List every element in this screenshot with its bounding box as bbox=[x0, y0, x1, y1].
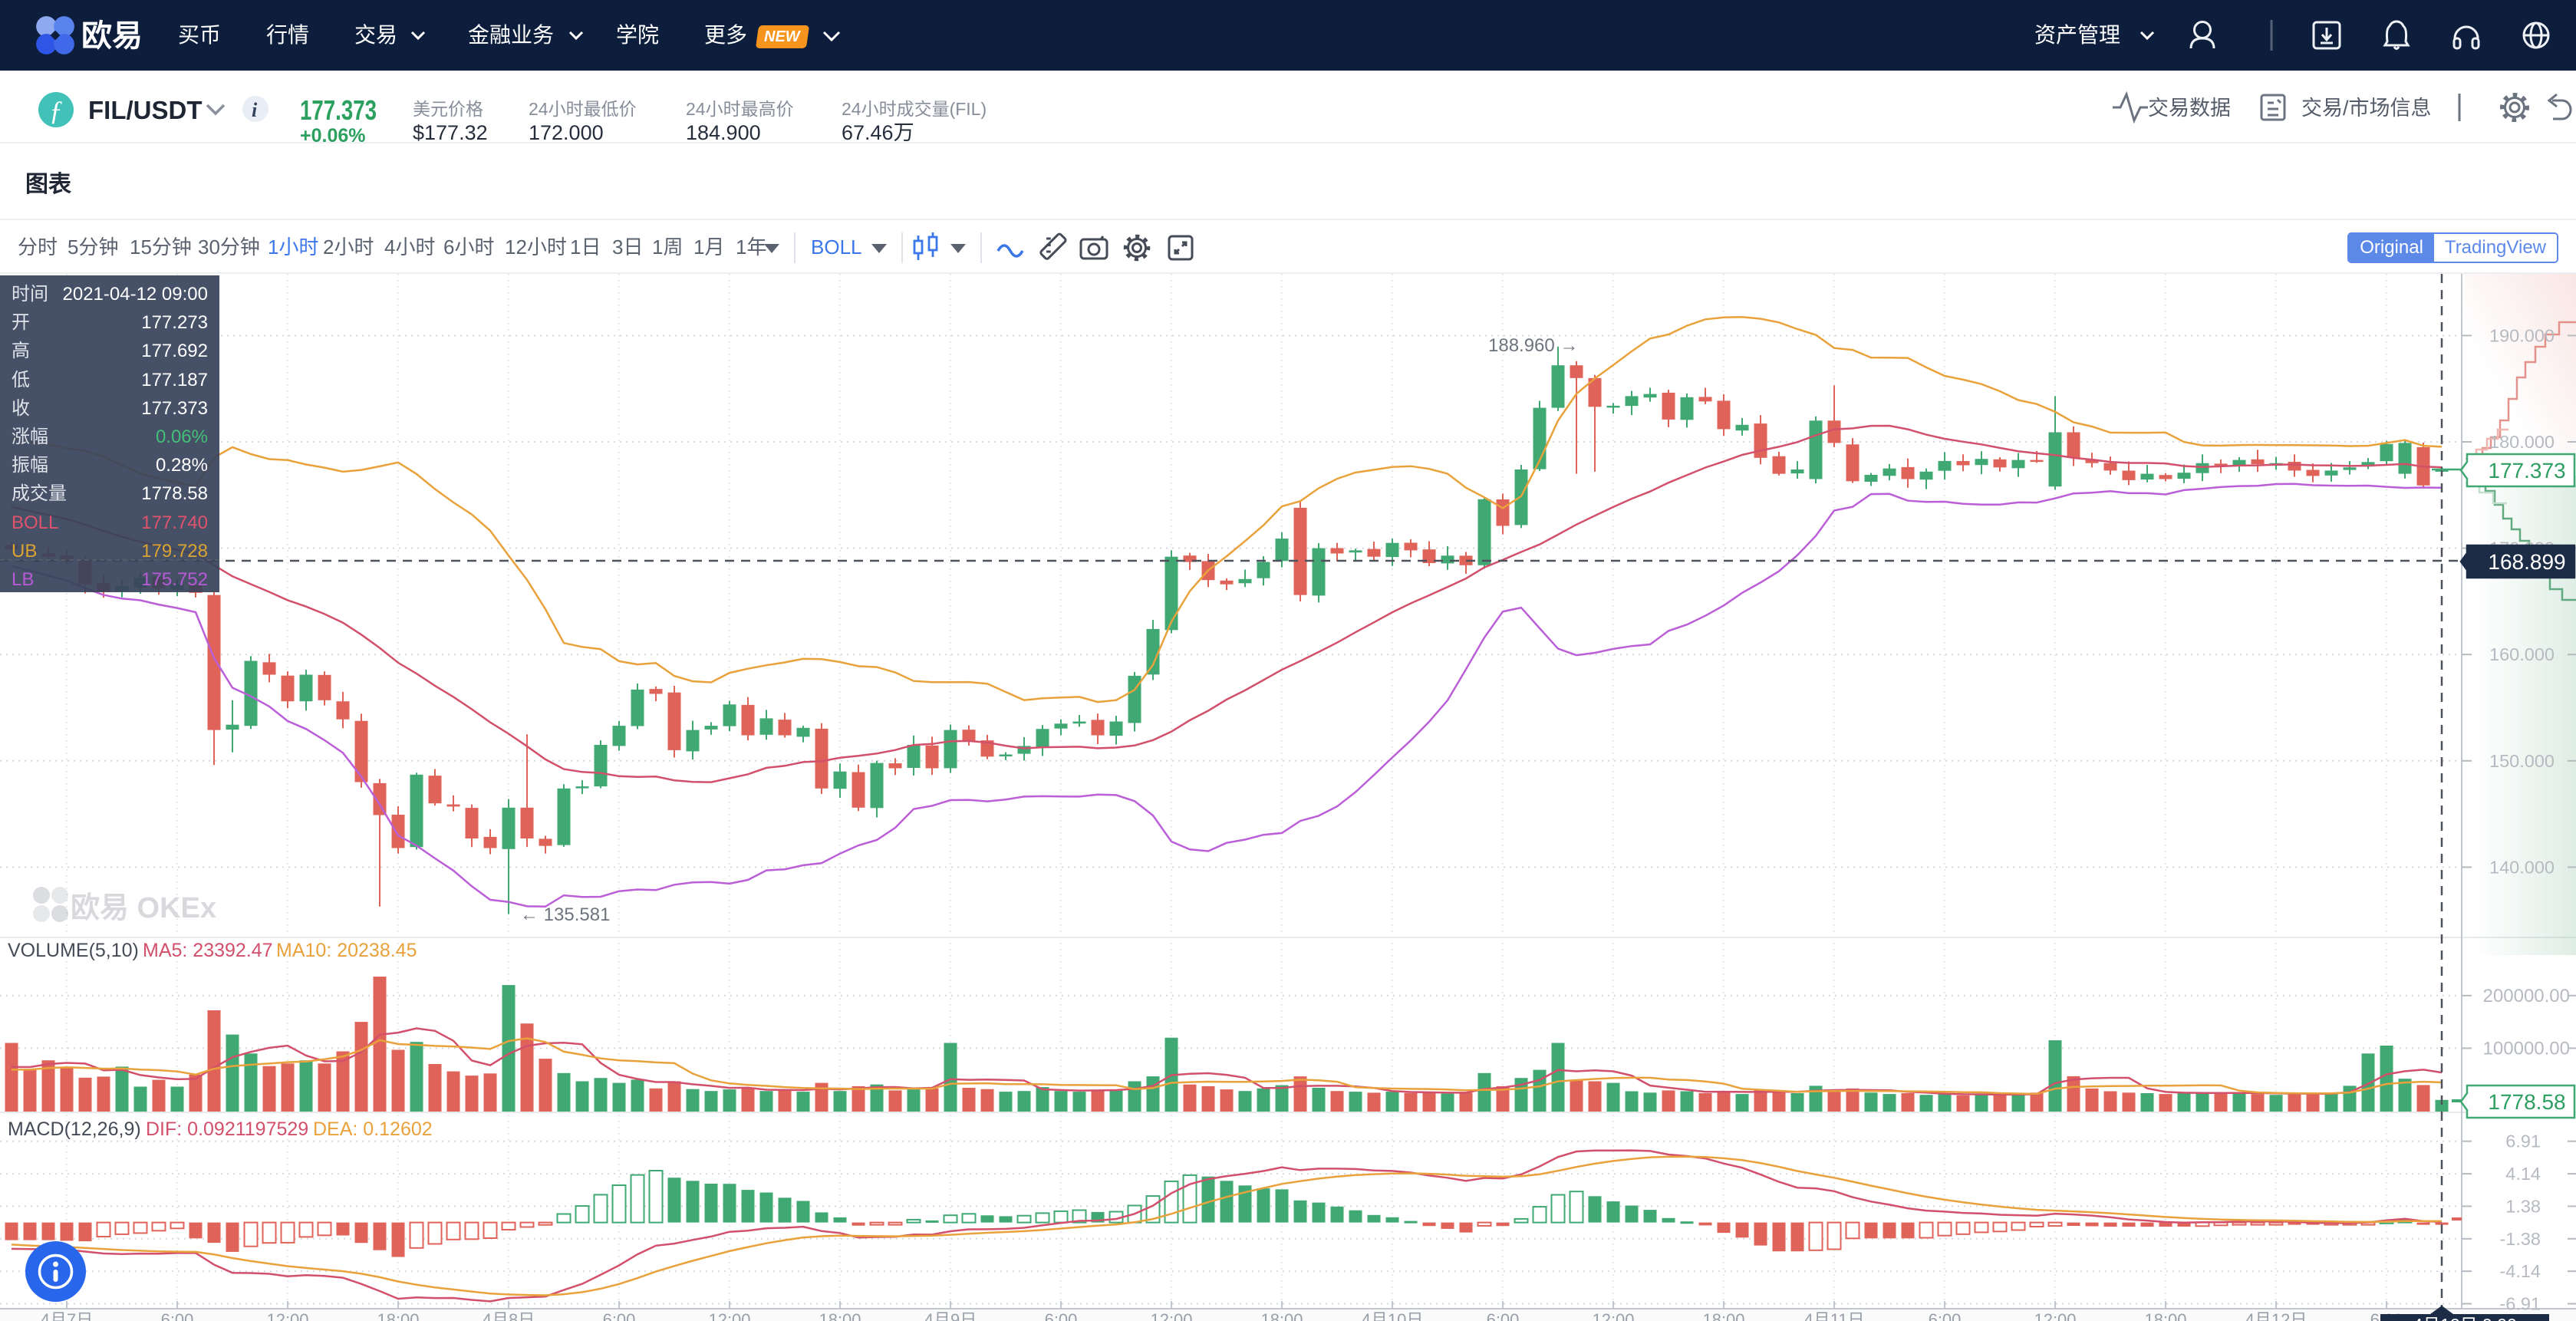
svg-text:177.373: 177.373 bbox=[2488, 459, 2565, 483]
svg-text:24小时最低价: 24小时最低价 bbox=[529, 99, 637, 119]
svg-text:-1.38: -1.38 bbox=[2499, 1229, 2541, 1249]
svg-text:MA10: 20238.45: MA10: 20238.45 bbox=[276, 940, 417, 961]
svg-text:190.000: 190.000 bbox=[2489, 325, 2555, 345]
svg-text:ƒ: ƒ bbox=[49, 95, 63, 126]
svg-text:+0.06%: +0.06% bbox=[300, 125, 366, 147]
svg-text:DIF: 0.0921197529: DIF: 0.0921197529 bbox=[146, 1118, 308, 1140]
svg-text:i: i bbox=[252, 99, 258, 121]
svg-text:12:00: 12:00 bbox=[266, 1310, 308, 1321]
svg-text:4月12日: 4月12日 bbox=[2245, 1310, 2308, 1321]
svg-text:1778.58: 1778.58 bbox=[2488, 1090, 2565, 1114]
svg-text:184.900: 184.900 bbox=[686, 121, 761, 144]
svg-text:4月10日: 4月10日 bbox=[1362, 1310, 1424, 1321]
svg-text:24小时最高价: 24小时最高价 bbox=[686, 99, 794, 119]
svg-text:$177.32: $177.32 bbox=[413, 121, 488, 144]
svg-text:4月12日 9:00: 4月12日 9:00 bbox=[2413, 1315, 2517, 1321]
svg-text:12:00: 12:00 bbox=[708, 1310, 750, 1321]
svg-text:4月9日: 4月9日 bbox=[924, 1310, 977, 1321]
svg-text:FIL/USDT: FIL/USDT bbox=[88, 96, 202, 124]
svg-text:4.14: 4.14 bbox=[2505, 1164, 2541, 1184]
svg-text:MACD(12,26,9): MACD(12,26,9) bbox=[8, 1118, 141, 1140]
svg-text:美元价格: 美元价格 bbox=[413, 99, 483, 119]
svg-text:100000.00: 100000.00 bbox=[2483, 1038, 2570, 1059]
svg-text:VOLUME(5,10): VOLUME(5,10) bbox=[8, 940, 139, 961]
svg-text:24小时成交量(FIL): 24小时成交量(FIL) bbox=[842, 99, 987, 119]
svg-text:12:00: 12:00 bbox=[2034, 1310, 2076, 1321]
svg-text:1.38: 1.38 bbox=[2505, 1196, 2541, 1216]
svg-text:150.000: 150.000 bbox=[2489, 751, 2555, 771]
svg-text:欧易 OKEx: 欧易 OKEx bbox=[71, 892, 216, 924]
svg-text:168.899: 168.899 bbox=[2488, 550, 2565, 574]
svg-text:140.000: 140.000 bbox=[2489, 857, 2555, 877]
svg-text:18:00: 18:00 bbox=[819, 1310, 861, 1321]
svg-text:4月11日: 4月11日 bbox=[1804, 1310, 1864, 1321]
svg-text:18:00: 18:00 bbox=[2144, 1310, 2186, 1321]
svg-text:6:00: 6:00 bbox=[603, 1310, 636, 1321]
svg-text:18:00: 18:00 bbox=[1702, 1310, 1744, 1321]
svg-text:180.000: 180.000 bbox=[2489, 432, 2555, 452]
svg-text:交易/市场信息: 交易/市场信息 bbox=[2301, 97, 2432, 120]
svg-text:4月7日: 4月7日 bbox=[41, 1310, 93, 1321]
svg-text:-6.91: -6.91 bbox=[2499, 1294, 2541, 1314]
svg-text:18:00: 18:00 bbox=[1260, 1310, 1303, 1321]
svg-text:67.46万: 67.46万 bbox=[842, 121, 914, 144]
svg-text:6.91: 6.91 bbox=[2505, 1132, 2541, 1151]
svg-text:12:00: 12:00 bbox=[1592, 1310, 1634, 1321]
svg-text:6:00: 6:00 bbox=[1045, 1310, 1078, 1321]
svg-text:12:00: 12:00 bbox=[1150, 1310, 1192, 1321]
svg-text:172.000: 172.000 bbox=[529, 121, 604, 144]
svg-text:← 135.581: ← 135.581 bbox=[520, 904, 610, 925]
svg-text:DEA: 0.12602: DEA: 0.12602 bbox=[313, 1118, 433, 1140]
svg-text:6:00: 6:00 bbox=[1929, 1310, 1962, 1321]
svg-text:6:00: 6:00 bbox=[161, 1310, 194, 1321]
svg-text:4月8日: 4月8日 bbox=[483, 1310, 535, 1321]
svg-text:188.960 →: 188.960 → bbox=[1488, 335, 1578, 356]
svg-text:欧易: 欧易 bbox=[81, 19, 143, 53]
svg-text:18:00: 18:00 bbox=[377, 1310, 419, 1321]
svg-text:160.000: 160.000 bbox=[2489, 644, 2555, 664]
svg-text:-4.14: -4.14 bbox=[2499, 1261, 2541, 1281]
svg-text:177.373: 177.373 bbox=[300, 94, 377, 126]
svg-text:6:00: 6:00 bbox=[1487, 1310, 1520, 1321]
svg-text:交易数据: 交易数据 bbox=[2148, 97, 2231, 120]
svg-text:MA5: 23392.47: MA5: 23392.47 bbox=[143, 940, 273, 961]
svg-text:200000.00: 200000.00 bbox=[2483, 986, 2570, 1006]
